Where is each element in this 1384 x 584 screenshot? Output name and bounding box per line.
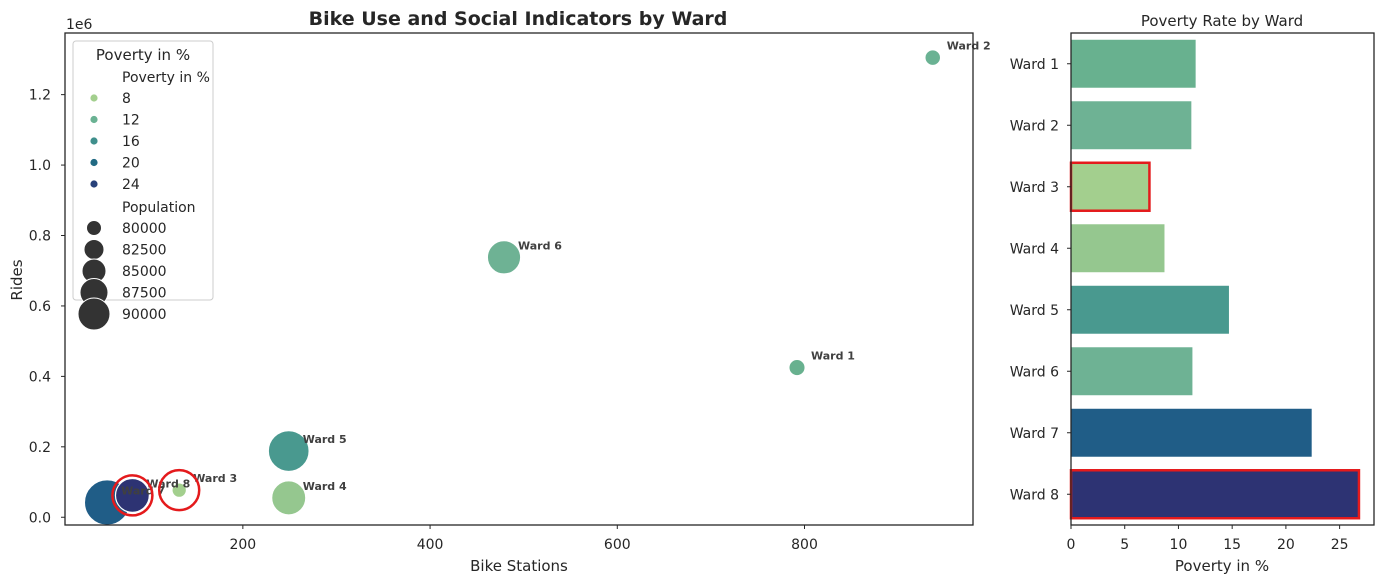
legend-hue-label: 24 xyxy=(122,177,140,193)
legend-size-label: 87500 xyxy=(122,286,167,302)
bar-category-label: Ward 6 xyxy=(1010,364,1059,380)
y-tick-label: 1.2 xyxy=(29,88,51,104)
legend-hue-label: 8 xyxy=(122,91,131,107)
scatter-x-axis-label: Bike Stations xyxy=(470,557,568,575)
scatter-y-axis-label: Rides xyxy=(8,259,26,300)
legend-hue-title: Poverty in % xyxy=(122,70,210,86)
point-label-ward-2: Ward 2 xyxy=(947,40,991,53)
x-tick-label: 400 xyxy=(417,537,444,553)
legend-hue-entries: 8 12 16 20 24 xyxy=(90,91,140,193)
scatter-point-ward-1 xyxy=(788,358,806,377)
legend-size-label: 85000 xyxy=(122,264,167,280)
legend-size-label: 82500 xyxy=(122,243,167,259)
scatter-y-axis: 0.0 0.2 0.4 0.6 0.8 1.0 1.2 xyxy=(29,88,65,526)
bar-ward-5 xyxy=(1071,285,1229,334)
scatter-legend: Poverty in % Poverty in % 8 12 16 20 24 Popu… xyxy=(72,40,214,331)
bar-x-tick-label: 5 xyxy=(1120,537,1129,553)
bar-plot-frame xyxy=(1070,32,1375,526)
scatter-panel: Bike Use and Social Indicators by Ward 1… xyxy=(8,8,991,575)
bar-x-tick-label: 15 xyxy=(1223,537,1241,553)
legend-hue-marker xyxy=(90,94,98,102)
bar-x-tick-label: 20 xyxy=(1277,537,1295,553)
bar-x-tick-label: 25 xyxy=(1331,537,1349,553)
scatter-point-ward-4 xyxy=(271,480,307,516)
bar-category-labels: Ward 1 Ward 2 Ward 3 Ward 4 Ward 5 Ward 6 Ward… xyxy=(1010,57,1071,503)
point-label-ward-5: Ward 5 xyxy=(303,433,347,446)
scatter-title: Bike Use and Social Indicators by Ward xyxy=(309,8,728,30)
bar-ward-3 xyxy=(1069,161,1151,212)
legend-size-label: 90000 xyxy=(122,307,167,323)
bar-category-label: Ward 1 xyxy=(1010,57,1059,73)
bar-ward-7 xyxy=(1071,408,1312,457)
bar-category-label: Ward 2 xyxy=(1010,118,1059,134)
bar-title: Poverty Rate by Ward xyxy=(1141,12,1303,30)
legend-hue-label: 16 xyxy=(122,134,140,150)
legend-title: Poverty in % xyxy=(96,46,190,64)
y-tick-label: 0.6 xyxy=(29,299,51,315)
legend-hue-marker xyxy=(90,158,98,167)
scatter-highlight-rings xyxy=(111,468,201,517)
scatter-y-offset-label: 1e6 xyxy=(66,17,93,33)
point-label-ward-1: Ward 1 xyxy=(811,350,855,363)
point-label-ward-4: Ward 4 xyxy=(303,480,347,493)
legend-size-label: 80000 xyxy=(122,221,167,237)
scatter-point-ward-2 xyxy=(924,49,942,67)
bar-ward-2 xyxy=(1071,101,1192,150)
legend-size-marker xyxy=(77,297,111,331)
point-label-ward-6: Ward 6 xyxy=(518,239,562,252)
legend-hue-label: 20 xyxy=(122,156,140,172)
highlight-ring-ward-3 xyxy=(157,468,201,512)
bar-category-label: Ward 5 xyxy=(1010,303,1059,319)
bar-bars xyxy=(1069,39,1361,520)
legend-size-title: Population xyxy=(122,200,196,216)
bar-category-label: Ward 7 xyxy=(1010,426,1059,442)
legend-hue-marker xyxy=(90,115,98,124)
x-tick-label: 600 xyxy=(604,537,631,553)
y-tick-label: 0.0 xyxy=(29,510,51,526)
y-tick-label: 0.2 xyxy=(29,440,51,456)
point-label-ward-7: Ward 7 xyxy=(121,484,165,497)
legend-box xyxy=(72,40,214,301)
x-tick-label: 200 xyxy=(229,537,256,553)
x-tick-label: 800 xyxy=(791,537,818,553)
y-tick-label: 0.8 xyxy=(29,229,51,245)
legend-hue-label: 12 xyxy=(122,113,140,129)
legend-size-marker xyxy=(86,220,102,236)
bar-x-axis: 0 5 10 15 20 25 xyxy=(1067,525,1349,553)
bar-x-tick-label: 10 xyxy=(1170,537,1188,553)
bar-ward-8 xyxy=(1069,469,1361,520)
scatter-x-axis: 200 400 600 800 xyxy=(229,525,818,553)
bar-category-label: Ward 3 xyxy=(1010,180,1059,196)
point-label-ward-3: Ward 3 xyxy=(193,472,237,485)
y-tick-label: 0.4 xyxy=(29,369,51,385)
bar-ward-4 xyxy=(1071,224,1165,273)
scatter-point-ward-6 xyxy=(486,240,522,275)
bar-x-axis-label: Poverty in % xyxy=(1175,557,1269,575)
bar-x-tick-label: 0 xyxy=(1067,537,1076,553)
bar-panel: Poverty Rate by Ward 0 5 10 15 20 25 Ward 1Wa… xyxy=(1010,12,1375,575)
bar-ward-1 xyxy=(1071,39,1196,88)
bar-category-label: Ward 8 xyxy=(1010,487,1059,503)
scatter-point-ward-8 xyxy=(114,477,150,513)
legend-size-marker xyxy=(83,239,105,260)
scatter-point-ward-5 xyxy=(267,430,310,473)
legend-hue-marker xyxy=(90,137,98,145)
legend-hue-marker xyxy=(90,180,98,188)
point-label-ward-8: Ward 8 xyxy=(146,477,190,490)
scatter-plot-frame xyxy=(64,32,974,526)
scatter-point-labels: Ward 1 Ward 2 Ward 3 Ward 4 Ward 5 Ward 6 Ward… xyxy=(121,40,991,498)
legend-size-entries: 80000 82500 85000 87500 90000 xyxy=(77,220,167,331)
bar-category-label: Ward 4 xyxy=(1010,241,1059,257)
scatter-point-ward-3 xyxy=(171,482,188,498)
bar-ward-6 xyxy=(1071,347,1193,396)
highlight-ring-ward-8 xyxy=(111,474,154,517)
y-tick-label: 1.0 xyxy=(29,158,51,174)
